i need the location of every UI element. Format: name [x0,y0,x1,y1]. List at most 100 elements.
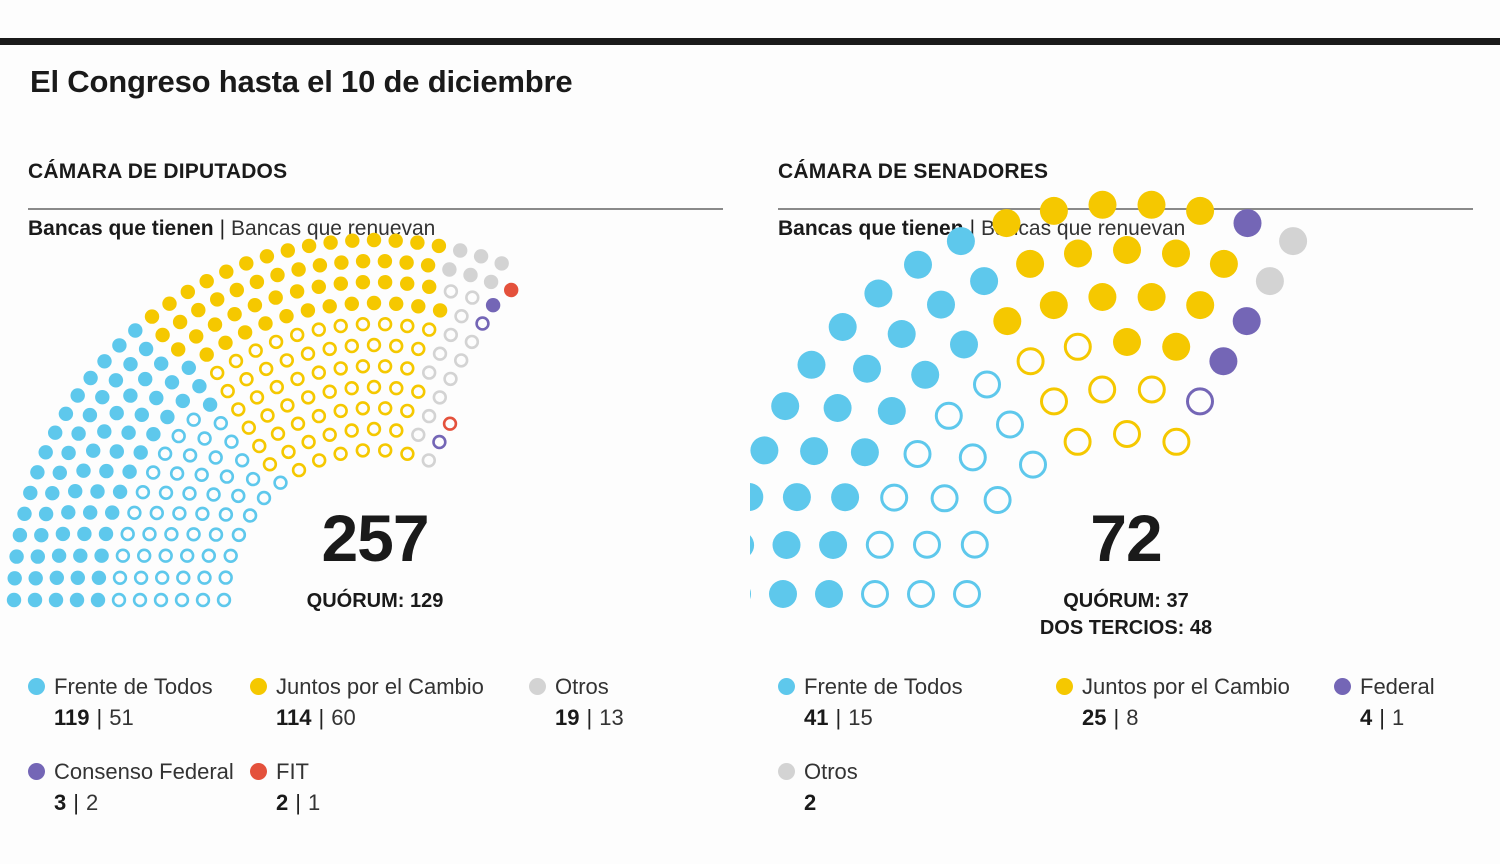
seat-frente-de-todos [133,445,148,460]
seat-juntos-por-el-cambio [377,275,393,290]
seat-renewing-frente-de-todos [158,548,173,563]
seat-renewing-juntos-por-el-cambio [311,322,326,337]
values-sep: | [1379,705,1385,730]
seat-renewing-frente-de-todos [142,526,157,542]
seat-renewing-frente-de-todos [934,401,963,430]
seat-renewing-juntos-por-el-cambio [389,381,404,396]
seat-frente-de-todos [94,548,109,563]
seat-renewing-frente-de-todos [133,570,149,585]
seat-renewing-juntos-por-el-cambio [378,443,393,458]
seat-juntos-por-el-cambio [1064,239,1092,268]
legend-otros: Otros 2 [778,759,858,816]
legend-juntos-por-el-cambio: Juntos por el Cambio 25 | 8 [1056,674,1290,731]
seat-frente-de-todos [70,570,86,585]
seat-renewing-frente-de-todos [996,410,1024,439]
subtitle-sep: | [969,217,976,240]
values-sep: | [318,705,325,730]
seat-frente-de-todos [98,526,114,542]
seat-juntos-por-el-cambio [239,256,254,271]
seat-renewing-juntos-por-el-cambio [311,408,327,424]
seat-renewing-frente-de-todos [208,450,223,465]
seat-frente-de-todos [128,323,143,338]
seat-otros [494,256,509,271]
seat-frente-de-todos [946,227,975,256]
seat-renewing-juntos-por-el-cambio [366,421,382,437]
seat-juntos-por-el-cambio [300,303,316,318]
seat-federal [1209,347,1238,376]
seat-frente-de-todos [164,375,180,390]
seat-frente-de-todos [769,580,797,608]
legend-label: Federal [1360,674,1435,699]
seat-frente-de-todos [853,354,881,383]
seat-renewing-frente-de-todos [880,483,909,512]
seat-renewing-juntos-por-el-cambio [378,401,393,416]
legend-label: Juntos por el Cambio [276,674,484,699]
seat-juntos-por-el-cambio [366,295,382,311]
seat-juntos-por-el-cambio [210,292,225,307]
seat-frente-de-todos [831,483,860,512]
seat-frente-de-todos [154,356,169,371]
seat-renewing-juntos-por-el-cambio [355,443,370,458]
seat-renewing-juntos-por-el-cambio [333,318,348,334]
seat-frente-de-todos [797,350,826,379]
seat-frente-de-todos [90,592,106,608]
seat-renewing-fit [442,416,458,431]
seat-renewing-frente-de-todos [186,412,201,427]
seat-renewing-frente-de-todos [132,592,148,608]
seat-juntos-por-el-cambio [1039,196,1068,225]
seat-federal [1232,307,1261,336]
seats-have: 19 [555,705,580,730]
seat-frente-de-todos [6,592,22,608]
seat-renewing-juntos-por-el-cambio [1137,375,1166,404]
seat-juntos-por-el-cambio [191,302,206,318]
seat-juntos-por-el-cambio [268,290,283,305]
seats-renew: 51 [109,705,134,730]
seat-renewing-juntos-por-el-cambio [389,423,404,438]
quorum-label: QUÓRUM: 129 [245,588,505,615]
seat-renewing-juntos-por-el-cambio [268,334,284,350]
seat-juntos-por-el-cambio [322,299,337,314]
seat-renewing-otros [432,346,448,361]
chamber-divider [28,208,723,210]
seat-renewing-juntos-por-el-cambio [291,462,307,478]
seat-frente-de-todos [181,360,196,375]
seat-juntos-por-el-cambio [1137,283,1166,311]
seat-frente-de-todos [91,570,107,585]
seat-renewing-juntos-por-el-cambio [389,338,404,354]
seat-frente-de-todos [51,548,67,563]
seats-renew: 2 [85,790,99,815]
seat-renewing-frente-de-todos [256,490,272,506]
seat-juntos-por-el-cambio [1137,190,1166,219]
seat-frente-de-todos [815,580,843,608]
values-sep: | [295,790,301,815]
seat-frente-de-todos [175,393,190,409]
seat-renewing-juntos-por-el-cambio [220,383,235,399]
seat-renewing-consenso-federal [475,316,490,331]
seat-frente-de-todos [99,463,114,479]
legend-otros: Otros 19 | 13 [529,674,624,731]
seat-renewing-frente-de-todos [861,580,889,608]
seat-juntos-por-el-cambio [229,282,244,298]
seat-renewing-frente-de-todos [182,486,197,501]
seat-juntos-por-el-cambio [323,235,338,250]
seat-renewing-juntos-por-el-cambio [1088,375,1117,404]
seat-juntos-por-el-cambio [172,314,188,330]
seats-renew: 60 [331,705,356,730]
seat-renewing-juntos-por-el-cambio [300,346,316,361]
seats-have: 25 [1082,705,1107,730]
seat-renewing-juntos-por-el-cambio [400,446,415,461]
seat-renewing-frente-de-todos [146,465,161,480]
legend-values: 19 | 13 [555,705,624,731]
seat-renewing-frente-de-todos [137,548,152,563]
total-seats: 257 [321,501,429,575]
seat-juntos-por-el-cambio [399,255,414,270]
legend-values: 119 | 51 [54,705,213,731]
seat-juntos-por-el-cambio [1088,283,1117,311]
seat-renewing-juntos-por-el-cambio [290,327,305,343]
seat-renewing-juntos-por-el-cambio [249,390,265,405]
legend-consenso-federal: Consenso Federal 3 | 2 [28,759,234,816]
seat-renewing-juntos-por-el-cambio [400,318,415,334]
seat-juntos-por-el-cambio [199,347,214,362]
seat-juntos-por-el-cambio [162,296,177,311]
seats-renew: 8 [1126,705,1139,730]
